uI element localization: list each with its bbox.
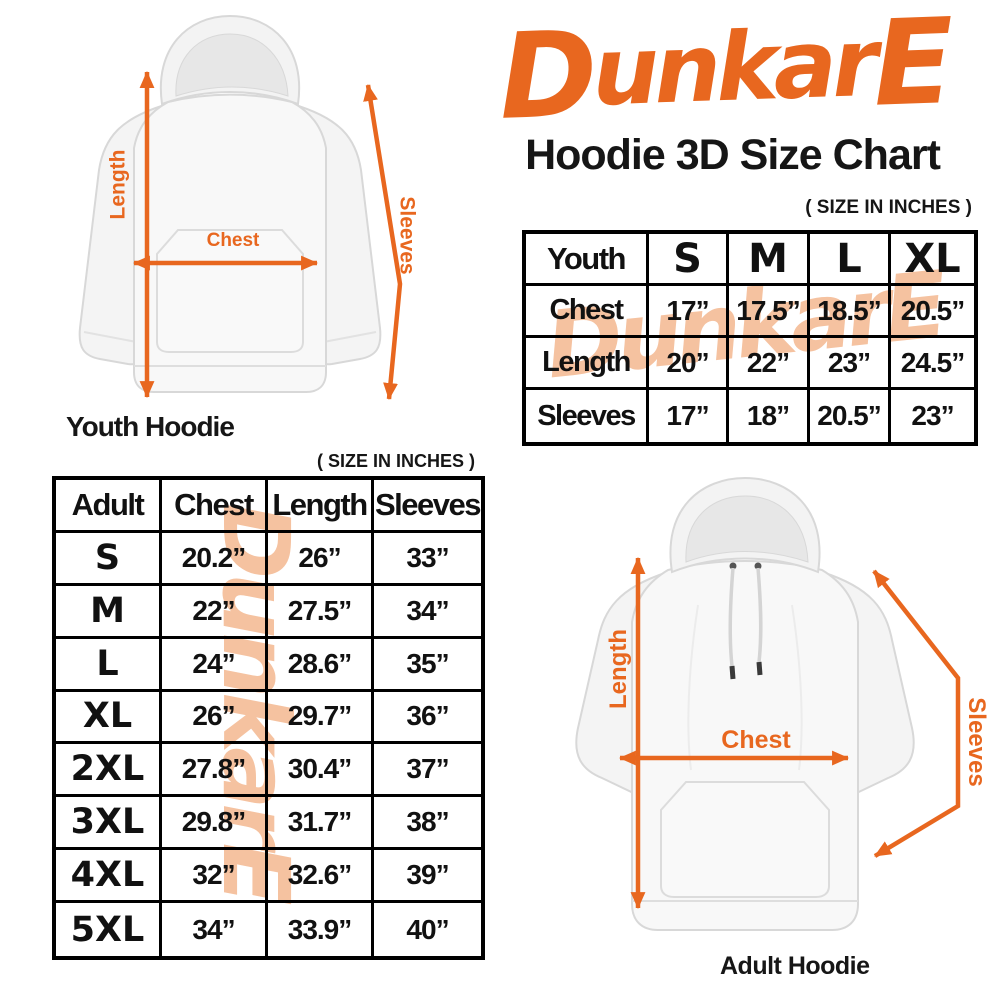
table-header-cell: M	[729, 234, 810, 286]
table-header-cell: Youth	[526, 234, 649, 286]
length-label: Length	[605, 629, 632, 709]
adult-hoodie-caption: Adult Hoodie	[720, 952, 870, 980]
table-cell: 32.6”	[268, 850, 374, 904]
table-cell: 38”	[374, 797, 481, 851]
adult-hoodie-figure: Length Chest Sleeves Adult Hoodie	[490, 460, 1000, 1000]
table-cell: 23”	[911, 400, 954, 431]
table-cell: 27.8”	[162, 744, 268, 798]
table-cell: 17”	[649, 390, 729, 442]
table-cell: 20.2”	[162, 532, 268, 586]
table-cell: 34”	[162, 903, 268, 956]
table-cell: 31.7”	[268, 797, 374, 851]
table-cell: 36”	[374, 692, 481, 745]
adult-hoodie-illustration	[575, 476, 961, 931]
table-header-cell: L	[810, 234, 891, 286]
table-cell: 27.5”	[268, 585, 374, 639]
chest-label: Chest	[721, 726, 791, 754]
table-cell: 29.8”	[162, 797, 268, 851]
table-row-label: S	[56, 532, 162, 586]
table-row-label: M	[56, 585, 162, 639]
table-cell: 22”	[729, 338, 810, 390]
sleeves-label: Sleeves	[963, 697, 990, 787]
table-cell: 20.5”	[891, 286, 974, 338]
table-header-cell: Sleeves	[374, 480, 481, 533]
logo-letters-mid: unkar	[590, 8, 876, 128]
table-cell: 35”	[374, 639, 481, 692]
table-cell: 20”	[649, 338, 729, 390]
youth-hoodie-caption: Youth Hoodie	[66, 411, 235, 442]
table-row-label: 4XL	[56, 850, 162, 904]
table-row-label: XL	[56, 691, 162, 745]
table-row-label: 3XL	[56, 797, 162, 851]
sleeves-arrow	[363, 83, 403, 401]
table-header-cell: Adult	[56, 480, 162, 533]
table-cell: 26”	[162, 691, 268, 745]
youth-hoodie-illustration	[78, 14, 403, 401]
table-header-cell: XL	[891, 234, 974, 286]
table-cell: 18.5”	[810, 286, 891, 338]
table-cell: 37”	[374, 744, 481, 798]
table-cell: 28.6”	[268, 638, 374, 692]
youth-size-note: ( SIZE IN INCHES )	[805, 197, 972, 218]
table-cell: 18”	[729, 390, 810, 442]
logo-letter-e: E	[870, 0, 952, 133]
table-cell: 22”	[162, 585, 268, 639]
adult-size-table: Adult Chest Length Sleeves S 20.2” 26” 3…	[52, 476, 485, 960]
table-row-label: 5XL	[56, 903, 162, 956]
table-row-label: L	[56, 638, 162, 692]
page-title: Hoodie 3D Size Chart	[525, 131, 941, 179]
table-cell: 34”	[374, 586, 481, 639]
table-cell: 29.7”	[268, 691, 374, 745]
sleeves-label: Sleeves	[395, 196, 419, 275]
table-cell: 30.4”	[268, 744, 374, 798]
table-cell: 32”	[162, 850, 268, 904]
chest-label: Chest	[206, 230, 260, 251]
sleeves-arrow	[872, 569, 961, 858]
adult-size-note: ( SIZE IN INCHES )	[316, 451, 475, 471]
table-cell: 17”	[649, 286, 729, 338]
table-header-cell: Length	[268, 480, 374, 533]
table-cell: 33”	[374, 533, 481, 586]
table-row-label: Sleeves	[526, 390, 649, 442]
table-cell: 24”	[162, 638, 268, 692]
table-cell: 20.5”	[810, 390, 891, 442]
length-label: Length	[106, 149, 130, 220]
logo-letter-d: D	[496, 4, 595, 146]
table-row-label: Length	[526, 338, 649, 390]
table-cell: 24.5”	[891, 338, 974, 390]
table-cell: 23”	[810, 338, 891, 390]
table-cell: 33.9”	[268, 903, 374, 956]
youth-size-table: Youth S M L XL Chest 17” 17.5” 18.5” 20.…	[522, 230, 978, 446]
youth-hoodie-figure: Length Chest Sleeves Youth Hoodie	[0, 0, 460, 460]
table-header-cell: Chest	[162, 480, 268, 533]
table-cell: 26”	[268, 532, 374, 586]
table-row-label: 2XL	[56, 744, 162, 798]
table-cell: 39”	[374, 850, 481, 904]
table-row-label: Chest	[526, 286, 649, 338]
table-cell: 17.5”	[729, 286, 810, 338]
table-cell: 40”	[406, 913, 449, 945]
table-header-cell: S	[649, 234, 729, 286]
